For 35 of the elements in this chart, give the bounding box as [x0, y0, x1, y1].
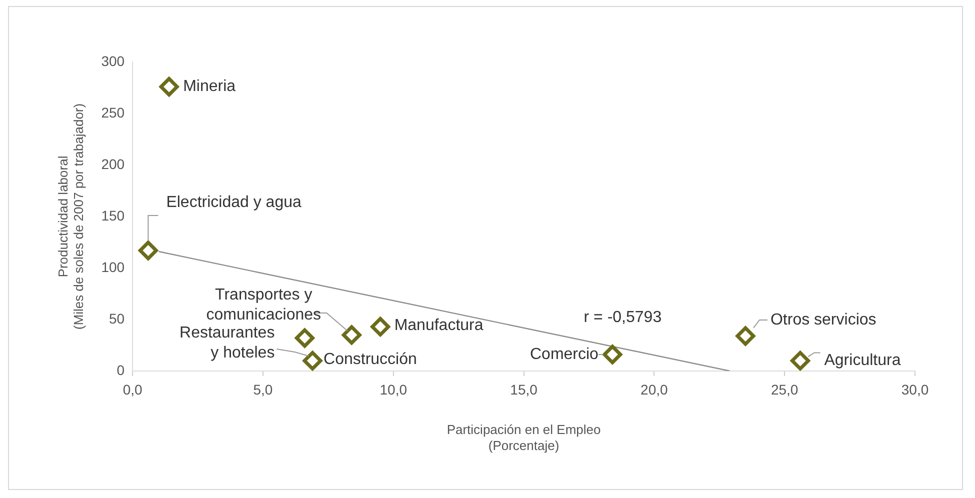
y-tick-label: 250 — [101, 104, 125, 120]
x-tick-label: 25,0 — [770, 381, 798, 398]
y-tick-label: 0 — [116, 362, 125, 378]
point — [736, 326, 756, 346]
x-tick-label: 15,0 — [510, 381, 538, 398]
annotation: Construcción — [324, 351, 417, 368]
annotation: Mineria — [183, 78, 236, 96]
y-tick-label: 150 — [101, 207, 125, 224]
annotation: Otros servicios — [770, 311, 876, 328]
point — [602, 344, 622, 364]
point — [342, 325, 362, 345]
y-tick-label: 200 — [101, 156, 125, 172]
point — [159, 76, 179, 96]
point — [138, 240, 158, 260]
x-tick-label: 20,0 — [640, 381, 668, 398]
point — [790, 350, 810, 370]
point — [294, 328, 314, 348]
x-tick-label: 0,0 — [122, 381, 142, 398]
point — [370, 316, 390, 336]
y-axis-title: Productividad laboral (Miles de soles de 2007 por trabajador) — [55, 103, 86, 330]
x-axis-title: Participación en el Empleo (Porcentaje) — [446, 422, 601, 453]
annotation: r = -0,5793 — [584, 308, 662, 326]
point — [302, 350, 322, 370]
annotation: Transportes y comunicaciones — [206, 286, 322, 324]
y-tick-label: 50 — [108, 310, 125, 326]
x-tick-label: 10,0 — [380, 381, 408, 398]
x-tick-label: 30,0 — [901, 381, 929, 398]
annotation: Agricultura — [824, 352, 901, 370]
annotation: Restaurantes y hoteles — [180, 324, 275, 362]
y-tick-label: 300 — [101, 52, 125, 69]
annotation: Electricidad y agua — [166, 194, 302, 211]
annotation: Comercio — [530, 346, 599, 363]
y-tick-label: 100 — [101, 258, 125, 275]
x-tick-label: 5,0 — [253, 381, 273, 398]
annotation: Manufactura — [394, 317, 484, 334]
